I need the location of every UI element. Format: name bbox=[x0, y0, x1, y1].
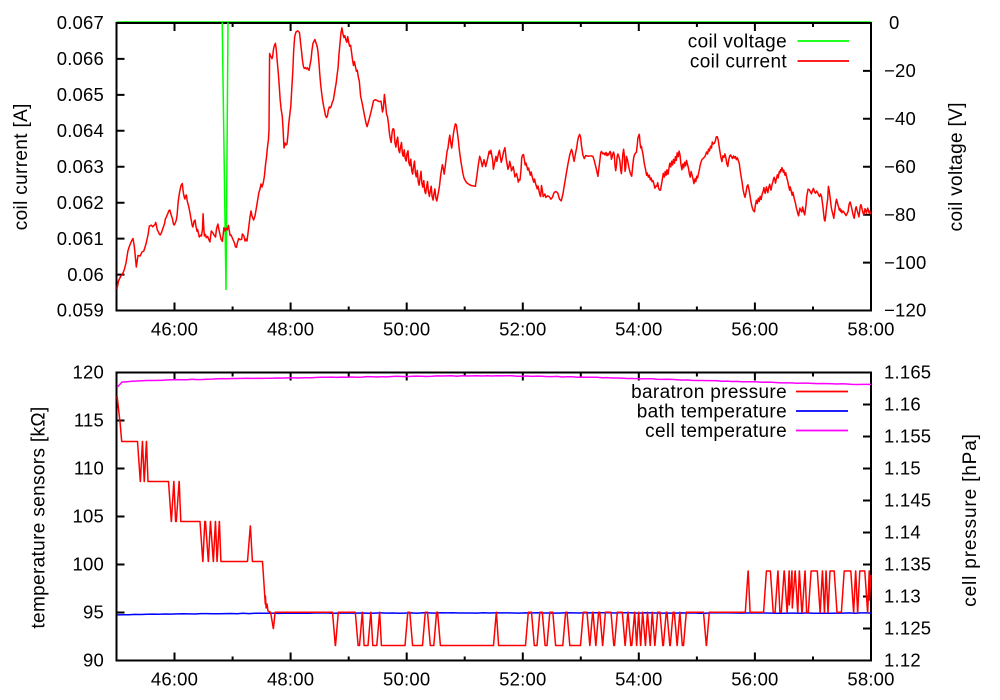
svg-text:0.064: 0.064 bbox=[57, 120, 104, 141]
svg-text:1.155: 1.155 bbox=[884, 426, 931, 447]
svg-text:0.063: 0.063 bbox=[57, 156, 104, 177]
svg-text:1.135: 1.135 bbox=[884, 554, 931, 575]
svg-text:52:00: 52:00 bbox=[499, 319, 546, 340]
svg-text:1.165: 1.165 bbox=[884, 362, 931, 383]
svg-text:0.06: 0.06 bbox=[67, 264, 104, 285]
svg-text:115: 115 bbox=[74, 410, 104, 431]
svg-text:0: 0 bbox=[889, 12, 900, 33]
svg-text:1.125: 1.125 bbox=[884, 618, 931, 639]
svg-text:0.062: 0.062 bbox=[57, 192, 104, 213]
svg-text:95: 95 bbox=[83, 602, 104, 623]
svg-text:54:00: 54:00 bbox=[615, 669, 662, 690]
svg-text:cell temperature: cell temperature bbox=[645, 421, 787, 442]
svg-text:−100: −100 bbox=[884, 252, 926, 273]
svg-text:coil current: coil current bbox=[690, 52, 787, 73]
svg-text:1.145: 1.145 bbox=[884, 490, 931, 511]
svg-text:1.15: 1.15 bbox=[884, 458, 921, 479]
svg-text:100: 100 bbox=[73, 554, 104, 575]
svg-text:coil voltage: coil voltage bbox=[688, 32, 787, 53]
svg-text:bath temperature: bath temperature bbox=[637, 402, 787, 423]
svg-text:baratron pressure: baratron pressure bbox=[631, 382, 787, 403]
svg-text:58:00: 58:00 bbox=[847, 669, 894, 690]
svg-text:90: 90 bbox=[83, 650, 104, 671]
svg-text:0.067: 0.067 bbox=[57, 12, 104, 33]
svg-text:0.065: 0.065 bbox=[57, 84, 104, 105]
svg-text:−60: −60 bbox=[884, 156, 916, 177]
svg-text:46:00: 46:00 bbox=[151, 669, 198, 690]
svg-text:54:00: 54:00 bbox=[615, 319, 662, 340]
svg-text:−20: −20 bbox=[884, 60, 916, 81]
svg-text:coil current [A]: coil current [A] bbox=[11, 103, 32, 230]
svg-text:−80: −80 bbox=[884, 204, 916, 225]
svg-text:0.059: 0.059 bbox=[57, 300, 104, 321]
svg-text:48:00: 48:00 bbox=[267, 319, 314, 340]
svg-text:48:00: 48:00 bbox=[267, 669, 314, 690]
svg-text:−120: −120 bbox=[884, 300, 926, 321]
svg-text:−40: −40 bbox=[884, 108, 916, 129]
svg-text:56:00: 56:00 bbox=[731, 669, 778, 690]
svg-text:0.066: 0.066 bbox=[57, 48, 104, 69]
svg-text:1.16: 1.16 bbox=[884, 394, 921, 415]
svg-text:52:00: 52:00 bbox=[499, 669, 546, 690]
svg-text:56:00: 56:00 bbox=[731, 319, 778, 340]
svg-text:1.13: 1.13 bbox=[884, 586, 921, 607]
svg-text:120: 120 bbox=[73, 362, 104, 383]
svg-text:58:00: 58:00 bbox=[847, 319, 894, 340]
svg-text:cell pressure [hPa]: cell pressure [hPa] bbox=[960, 433, 981, 607]
svg-text:50:00: 50:00 bbox=[383, 319, 430, 340]
svg-text:temperature sensors [kΩ]: temperature sensors [kΩ] bbox=[29, 406, 50, 628]
svg-text:0.061: 0.061 bbox=[57, 228, 104, 249]
svg-text:50:00: 50:00 bbox=[383, 669, 430, 690]
svg-text:1.14: 1.14 bbox=[884, 522, 921, 543]
svg-text:105: 105 bbox=[73, 506, 104, 527]
svg-text:46:00: 46:00 bbox=[151, 319, 198, 340]
svg-text:110: 110 bbox=[74, 458, 104, 479]
svg-text:1.12: 1.12 bbox=[884, 650, 921, 671]
svg-text:coil voltage [V]: coil voltage [V] bbox=[946, 102, 967, 231]
